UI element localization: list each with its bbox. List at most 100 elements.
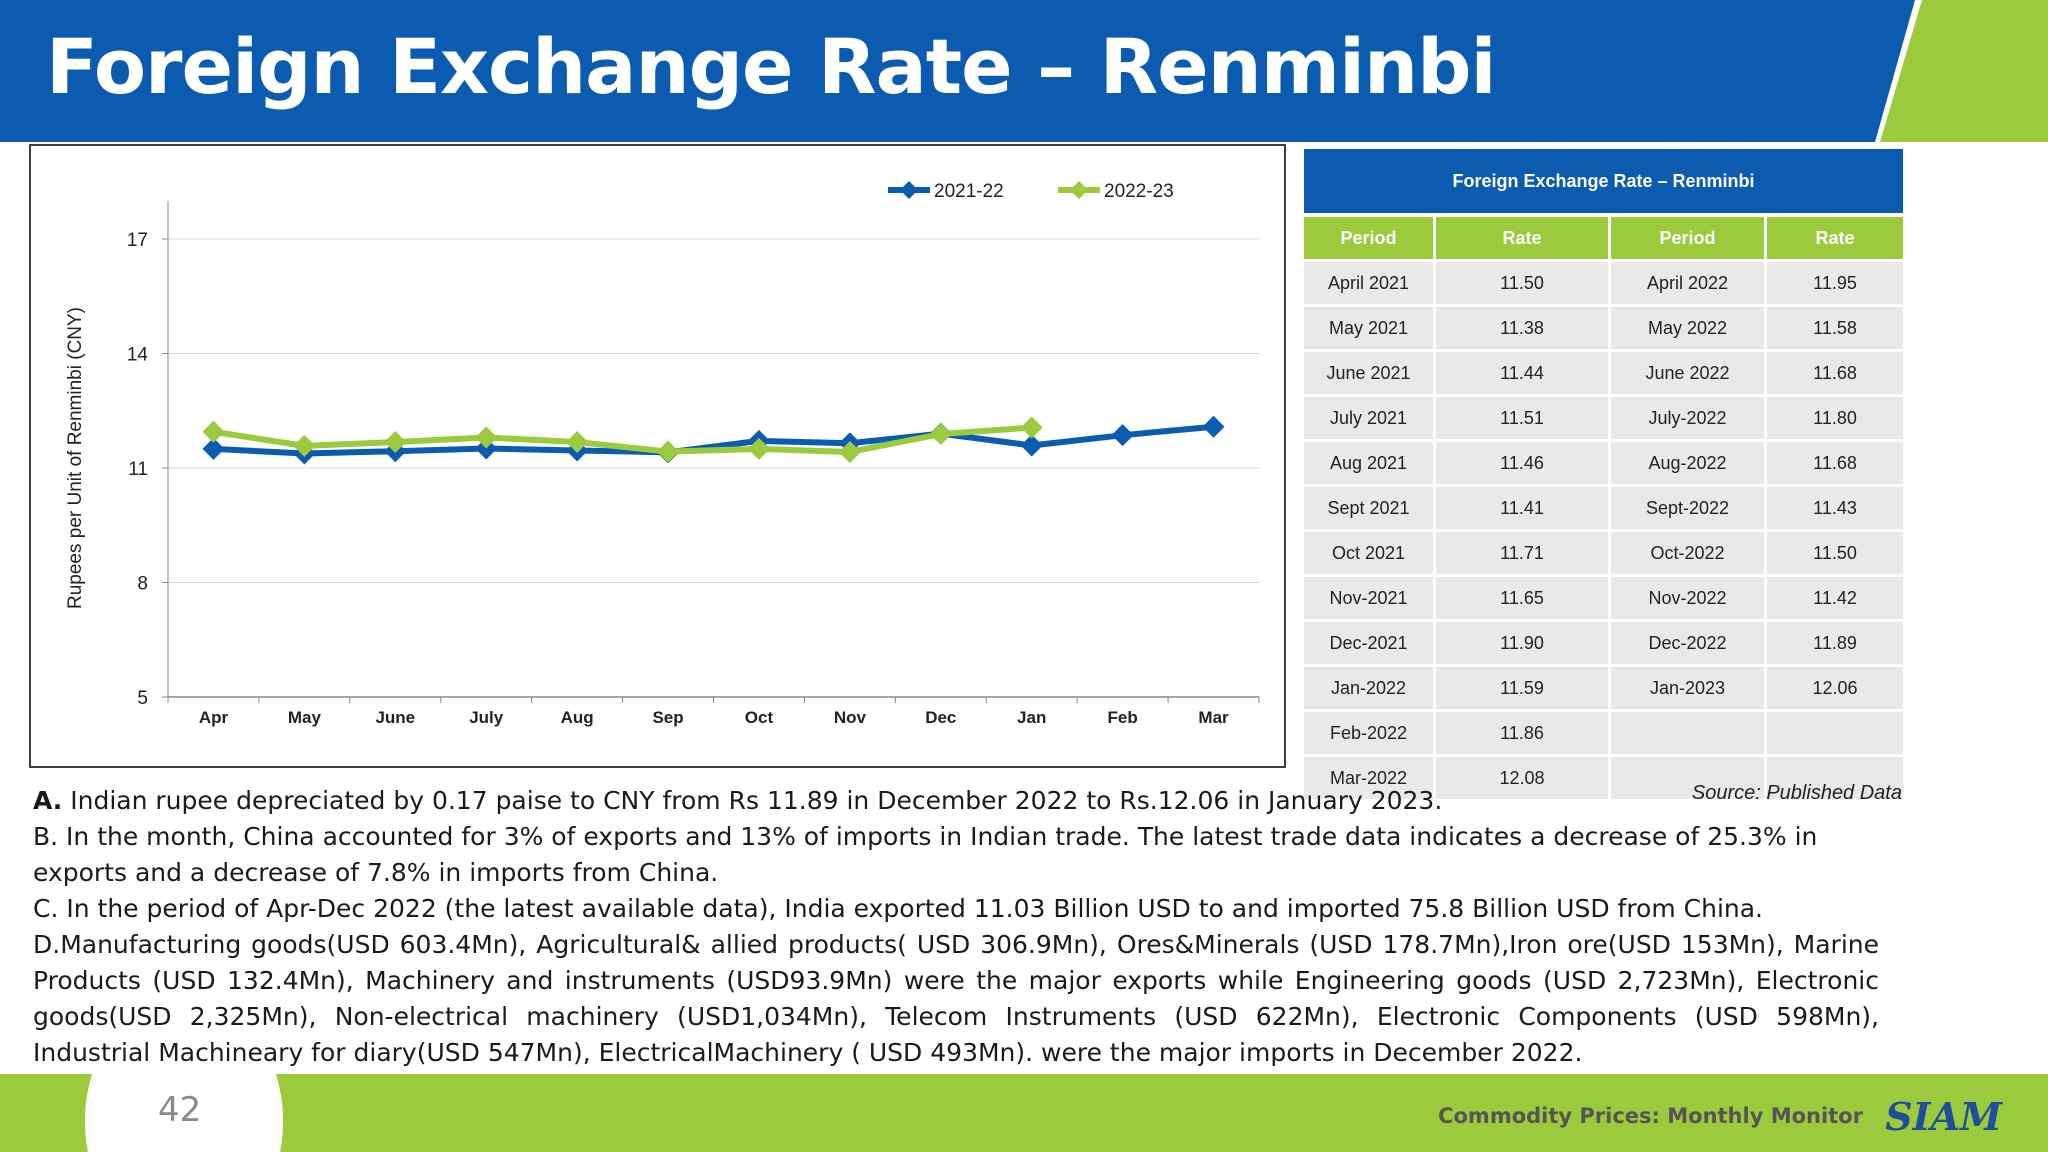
y-tick-label: 8 [137, 574, 148, 595]
table-cell: Aug-2022 [1608, 439, 1767, 487]
table-cell [1608, 754, 1767, 802]
data-point [384, 431, 407, 454]
table-cell: 11.80 [1764, 394, 1906, 442]
note-a: A. Indian rupee depreciated by 0.17 pais… [33, 783, 1879, 819]
note-b: B. In the month, China accounted for 3% … [33, 822, 1818, 887]
table-cell: 12.08 [1433, 754, 1611, 802]
source-note: Source: Published Data [1691, 782, 1902, 804]
chart-container: 5 8 11 14 17 Apr May June July Aug Sep Oct Nov Dec Jan… [29, 144, 1286, 768]
table-row: May 2021 11.38 May 2022 11.58 [1301, 304, 1906, 352]
table-row: June 2021 11.44 June 2022 11.68 [1301, 349, 1906, 397]
legend-marker [1070, 181, 1088, 199]
table-cell [1764, 709, 1906, 757]
y-tick-label: 17 [127, 230, 148, 251]
table-header-1: Rate [1433, 215, 1611, 261]
table-cell: Sept 2021 [1301, 484, 1436, 532]
data-point [475, 426, 498, 449]
data-point [657, 440, 680, 463]
table-row: Sept 2021 11.41 Sept-2022 11.43 [1301, 484, 1906, 532]
table-cell [1764, 754, 1906, 802]
page-title: Foreign Exchange Rate – Renminbi [46, 22, 1497, 111]
y-axis-label: Rupees per Unit of Renminbi (CNY) [65, 307, 86, 609]
table-body: April 2021 11.50 April 2022 11.95 May 2021 11… [1301, 259, 1906, 802]
table-cell: July-2022 [1608, 394, 1767, 442]
page-number-tab [84, 1074, 284, 1152]
table-cell: Jan-2023 [1608, 664, 1767, 712]
table-header-row: Period Rate Period Rate [1301, 215, 1906, 261]
table-cell: Nov-2021 [1301, 574, 1436, 622]
table-cell: June 2021 [1301, 349, 1436, 397]
data-point [838, 440, 861, 463]
table-row: Jan-2022 11.59 Jan-2023 12.06 [1301, 664, 1906, 712]
x-tick-label: Nov [834, 708, 867, 727]
x-tick-label: Dec [925, 708, 956, 727]
x-tick-label: Feb [1108, 708, 1138, 727]
table-cell: 12.06 [1764, 664, 1906, 712]
table-cell: 11.95 [1764, 259, 1906, 307]
table-cell: 11.90 [1433, 619, 1611, 667]
siam-logo: SIAM [1885, 1094, 2002, 1139]
x-tick-label: Oct [745, 708, 774, 727]
table-cell: Nov-2022 [1608, 574, 1767, 622]
y-tick-label: 11 [128, 459, 148, 480]
table-cell: 11.38 [1433, 304, 1611, 352]
line-chart: 5 8 11 14 17 Apr May June July Aug Sep Oct Nov Dec Jan… [65, 181, 1260, 727]
table-cell: April 2021 [1301, 259, 1436, 307]
legend-marker [900, 181, 918, 199]
data-point [1020, 416, 1043, 439]
notes-section: A. Indian rupee depreciated by 0.17 pais… [33, 783, 1879, 1071]
x-tick-label: May [288, 708, 322, 727]
rate-table: Foreign Exchange Rate – Renminbi Period R… [1301, 146, 1906, 802]
table-row: Aug 2021 11.46 Aug-2022 11.68 [1301, 439, 1906, 487]
table-cell: July 2021 [1301, 394, 1436, 442]
note-d: D.Manufacturing goods(USD 603.4Mn), Agri… [33, 930, 1879, 1067]
table-cell: 11.58 [1764, 304, 1906, 352]
data-point [202, 437, 225, 460]
table-cell: 11.65 [1433, 574, 1611, 622]
table-row: Mar-2022 12.08 [1301, 754, 1906, 802]
table-cell: June 2022 [1608, 349, 1767, 397]
table-cell: 11.59 [1433, 664, 1611, 712]
table-cell: 11.41 [1433, 484, 1611, 532]
data-point [475, 437, 498, 460]
table-cell: Sept-2022 [1608, 484, 1767, 532]
table-cell: April 2022 [1608, 259, 1767, 307]
data-point [929, 423, 952, 446]
table-cell: 11.43 [1764, 484, 1906, 532]
x-tick-label: July [469, 708, 504, 727]
legend-label: 2021-22 [934, 181, 1004, 202]
table-cell: Jan-2022 [1301, 664, 1436, 712]
table-cell: 11.68 [1764, 439, 1906, 487]
rate-table-container: Foreign Exchange Rate – Renminbi Period R… [1301, 146, 1906, 802]
table-cell: May 2021 [1301, 304, 1436, 352]
table-cell: Dec-2022 [1608, 619, 1767, 667]
table-cell: 11.71 [1433, 529, 1611, 577]
table-cell: Oct 2021 [1301, 529, 1436, 577]
table-cell: Oct-2022 [1608, 529, 1767, 577]
table-cell: Dec-2021 [1301, 619, 1436, 667]
table-cell: 11.86 [1433, 709, 1611, 757]
note-a-prefix: A. [33, 786, 63, 815]
table-row: Nov-2021 11.65 Nov-2022 11.42 [1301, 574, 1906, 622]
footer-bar [0, 1074, 2048, 1152]
data-point [202, 420, 225, 443]
y-tick-label: 14 [127, 345, 149, 366]
table-cell: 11.50 [1764, 529, 1906, 577]
table-cell: 11.50 [1433, 259, 1611, 307]
x-tick-label: Apr [199, 708, 229, 727]
table-cell: 11.42 [1764, 574, 1906, 622]
data-point [1202, 415, 1225, 438]
table-header-3: Rate [1764, 215, 1906, 261]
table-row: Feb-2022 11.86 [1301, 709, 1906, 757]
note-a-text: Indian rupee depreciated by 0.17 paise t… [62, 786, 1443, 815]
table-row: July 2021 11.51 July-2022 11.80 [1301, 394, 1906, 442]
header-banner: Foreign Exchange Rate – Renminbi [0, 0, 2048, 142]
data-point [566, 431, 589, 454]
table-row: Dec-2021 11.90 Dec-2022 11.89 [1301, 619, 1906, 667]
data-point [747, 437, 770, 460]
x-tick-label: Aug [561, 708, 594, 727]
table-cell: May 2022 [1608, 304, 1767, 352]
x-tick-label: Mar [1198, 708, 1229, 727]
note-c: C. In the period of Apr-Dec 2022 (the la… [33, 894, 1764, 923]
table-cell: Feb-2022 [1301, 709, 1436, 757]
